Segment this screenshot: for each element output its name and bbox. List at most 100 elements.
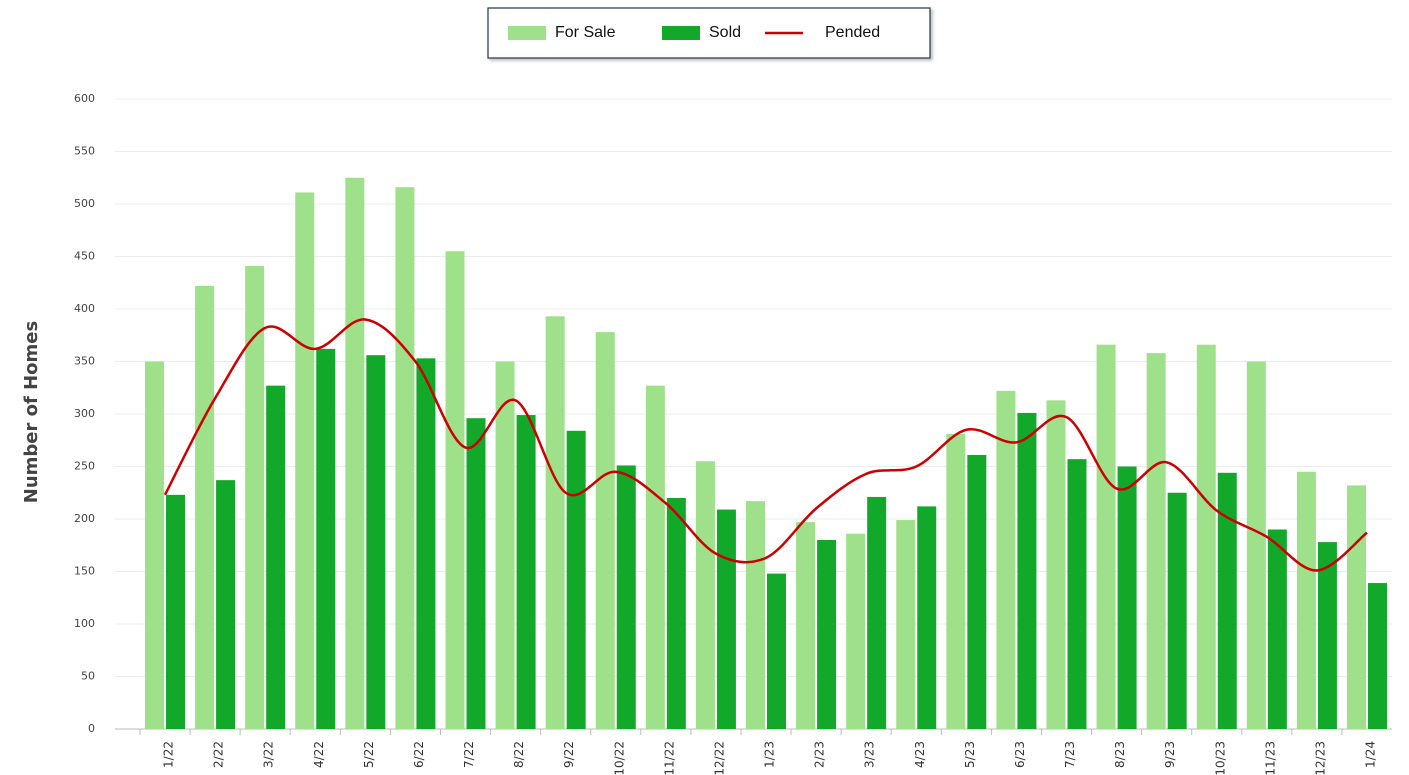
legend: For Sale Sold Pended — [508, 24, 880, 41]
bar — [1117, 466, 1137, 729]
y-tick-label: 400 — [74, 302, 95, 315]
x-tick-label: 2/22 — [212, 741, 226, 768]
x-tick-label: 10/22 — [612, 741, 626, 775]
x-tick-label: 3/22 — [262, 741, 276, 768]
legend-box — [487, 7, 931, 59]
bar — [245, 265, 265, 729]
bar — [1017, 412, 1037, 729]
y-tick-label: 150 — [74, 565, 95, 578]
y-tick-label: 250 — [74, 460, 95, 473]
x-tick-label: 9/23 — [1163, 741, 1177, 768]
bar — [1196, 344, 1216, 729]
bar — [917, 506, 937, 729]
bar — [316, 348, 336, 729]
x-tick-label: 6/22 — [412, 741, 426, 768]
bar — [416, 358, 436, 729]
x-tick-label: 12/22 — [712, 741, 726, 775]
x-tick-label: 4/22 — [312, 741, 326, 768]
x-tick-label: 8/22 — [512, 741, 526, 768]
bar — [796, 522, 816, 729]
y-tick-label: 0 — [88, 722, 95, 735]
legend-swatch — [662, 26, 700, 40]
x-tick-label: 4/23 — [913, 741, 927, 768]
y-tick-label: 350 — [74, 355, 95, 368]
bar — [767, 573, 786, 729]
bar — [1267, 529, 1287, 729]
y-tick-label: 450 — [74, 250, 95, 263]
y-axis-title: Number of Homes — [21, 321, 42, 503]
x-tick-label: 8/23 — [1113, 741, 1127, 768]
bar — [345, 177, 365, 729]
x-tick-label: 9/22 — [562, 741, 576, 768]
bar — [1368, 583, 1387, 729]
bar — [716, 509, 736, 729]
legend-label: Sold — [709, 24, 741, 41]
y-tick-label: 300 — [74, 407, 95, 420]
bar — [445, 251, 465, 729]
x-tick-label: 11/23 — [1263, 741, 1277, 775]
x-tick-label: 1/22 — [162, 741, 176, 768]
x-tick-label: 7/23 — [1063, 741, 1077, 768]
legend-label: Pended — [825, 24, 880, 41]
y-tick-label: 50 — [81, 670, 95, 683]
bar — [545, 316, 565, 729]
bar — [1167, 492, 1187, 729]
bar — [817, 540, 837, 729]
bar — [1146, 353, 1166, 729]
y-tick-label: 200 — [74, 512, 95, 525]
bar — [867, 496, 887, 729]
bars — [145, 177, 1387, 729]
bar — [746, 501, 765, 729]
legend-swatch — [508, 26, 546, 40]
x-tick-label: 3/23 — [863, 741, 877, 768]
labels: 0 50 100 150 200 250 300 350 400 450 500 550 600 1/22… — [74, 92, 1378, 775]
lines — [163, 318, 1368, 572]
bar — [1217, 472, 1237, 729]
bar — [996, 390, 1016, 729]
bar — [1317, 542, 1337, 729]
bar — [946, 433, 966, 729]
bar — [645, 385, 665, 729]
bar — [695, 461, 715, 729]
x-tick-label: 7/22 — [462, 741, 476, 768]
line — [163, 318, 1368, 572]
bar — [566, 430, 586, 729]
x-tick-label: 5/22 — [362, 741, 376, 768]
x-tick-label: 2/23 — [813, 741, 827, 768]
bar — [295, 192, 315, 729]
y-tick-label: 500 — [74, 197, 95, 210]
bar — [1296, 471, 1316, 729]
bar — [1096, 344, 1116, 729]
bar — [166, 494, 185, 729]
y-tick-label: 100 — [74, 617, 95, 630]
bar — [216, 480, 236, 729]
bar — [366, 355, 386, 729]
x-tick-label: 1/24 — [1364, 741, 1378, 768]
legend-label: For Sale — [555, 24, 616, 41]
x-tick-label: 1/23 — [763, 741, 777, 768]
bar — [516, 415, 536, 729]
bar — [266, 385, 286, 729]
bar — [495, 361, 515, 729]
bar — [1067, 459, 1087, 729]
x-tick-label: 11/22 — [662, 741, 676, 775]
bar — [145, 361, 164, 729]
bar — [595, 332, 615, 729]
bar — [967, 454, 987, 729]
bar — [666, 498, 686, 729]
x-tick-label: 12/23 — [1313, 741, 1327, 775]
bar — [195, 285, 215, 729]
bar — [1246, 361, 1266, 729]
bar — [1046, 400, 1066, 729]
bar — [466, 418, 486, 729]
x-tick-label: 6/23 — [1013, 741, 1027, 768]
bar — [395, 187, 415, 729]
bar — [616, 465, 636, 729]
y-tick-label: 550 — [74, 145, 95, 158]
bar — [896, 520, 916, 729]
x-tick-label: 5/23 — [963, 741, 977, 768]
bar — [1347, 485, 1366, 729]
y-tick-label: 600 — [74, 92, 95, 105]
